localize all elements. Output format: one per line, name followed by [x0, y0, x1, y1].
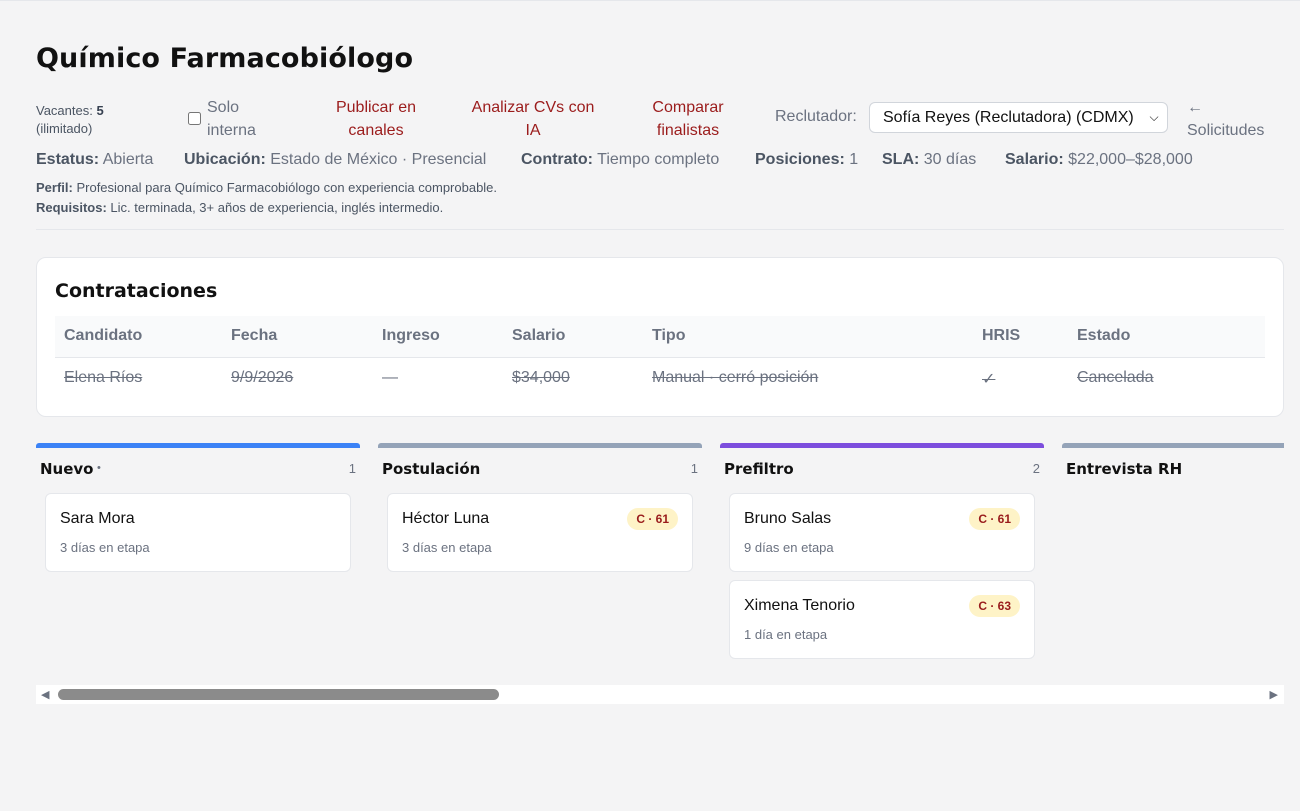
- chevron-down-icon: ⌵: [1149, 110, 1159, 124]
- scroll-left-arrow-icon[interactable]: ◀: [41, 689, 50, 701]
- kanban-column-postulacion: Postulación 1 Héctor Luna C · 61 3 días …: [378, 443, 702, 572]
- solo-interna-label: Solo interna: [207, 99, 256, 139]
- meta-estatus: Estatus: Abierta: [36, 151, 154, 168]
- column-count: 1: [690, 461, 698, 476]
- toolbar: Vacantes: 5 (ilimitado) Solo interna Publ…: [36, 96, 1284, 146]
- solo-interna-checkbox[interactable]: [188, 112, 201, 125]
- candidate-name: Sara Mora: [60, 510, 135, 527]
- page-title: Químico Farmacobiólogo: [36, 43, 414, 74]
- back-to-solicitudes-link[interactable]: ← Solicitudes: [1187, 96, 1264, 142]
- column-header: Nuevo • 1: [36, 448, 360, 488]
- contrataciones-card: Contrataciones Candidato Fecha Ingreso S…: [36, 257, 1284, 417]
- candidate-card[interactable]: Héctor Luna C · 61 3 días en etapa: [387, 493, 693, 572]
- col-header-tipo: Tipo: [652, 327, 686, 344]
- candidate-name: Ximena Tenorio: [744, 597, 855, 614]
- column-color-bar: [36, 443, 360, 448]
- reclutador-label: Reclutador:: [775, 108, 857, 125]
- candidate-days: 3 días en etapa: [60, 540, 150, 555]
- col-header-candidato: Candidato: [64, 327, 143, 344]
- score-badge: C · 63: [969, 595, 1020, 617]
- meta-sla: SLA: 30 días: [882, 151, 977, 168]
- kanban-column-entrevista-rh: Entrevista RH: [1062, 443, 1284, 488]
- candidate-name: Bruno Salas: [744, 510, 832, 527]
- column-header: Entrevista RH: [1062, 448, 1284, 488]
- candidate-name: Héctor Luna: [402, 510, 490, 527]
- kanban-horizontal-scrollbar[interactable]: ◀ ▶: [36, 685, 1284, 704]
- col-header-estado: Estado: [1077, 327, 1131, 344]
- perfil-block: Perfil: Profesional para Químico Farmaco…: [36, 178, 497, 218]
- table-row: Elena Ríos 9/9/2026 — $34,000 Manual · c…: [55, 359, 1265, 399]
- score-badge: C · 61: [969, 508, 1020, 530]
- column-color-bar: [1062, 443, 1284, 448]
- meta-salario: Salario: $22,000–$28,000: [1005, 151, 1193, 168]
- new-dot-icon: •: [97, 462, 101, 474]
- vacantes-info: Vacantes: 5 (ilimitado): [36, 102, 104, 138]
- vacantes-label: Vacantes:: [36, 103, 93, 118]
- score-badge: C · 61: [627, 508, 678, 530]
- analizar-cvs-button[interactable]: Analizar CVs con IA: [471, 99, 595, 139]
- candidate-days: 1 día en etapa: [744, 627, 828, 642]
- column-header: Postulación 1: [378, 448, 702, 488]
- col-header-salario: Salario: [512, 327, 566, 344]
- candidate-card[interactable]: Ximena Tenorio C · 63 1 día en etapa: [729, 580, 1035, 659]
- meta-ubicacion: Ubicación: Estado de México · Presencial: [184, 151, 487, 168]
- kanban-column-prefiltro: Prefiltro 2 Bruno Salas C · 61 9 días en…: [720, 443, 1044, 659]
- scrollbar-thumb[interactable]: [58, 689, 499, 700]
- meta-posiciones: Posiciones: 1: [755, 151, 859, 168]
- publicar-canales-button[interactable]: Publicar en canales: [335, 99, 417, 139]
- column-title: Entrevista RH: [1066, 460, 1183, 478]
- meta-contrato: Contrato: Tiempo completo: [521, 151, 720, 168]
- column-count: 1: [348, 461, 356, 476]
- solo-interna-toggle[interactable]: Solo interna: [188, 96, 267, 142]
- reclutador-select[interactable]: Sofía Reyes (Reclutadora) (CDMX) ⌵: [869, 102, 1168, 133]
- col-header-fecha: Fecha: [231, 327, 278, 344]
- cell-ingreso: —: [382, 369, 398, 386]
- vacantes-value: 5: [96, 103, 104, 118]
- reclutador-selected-value: Sofía Reyes (Reclutadora) (CDMX): [883, 108, 1134, 126]
- column-color-bar: [378, 443, 702, 448]
- cell-fecha: 9/9/2026: [231, 369, 294, 386]
- candidate-card[interactable]: Bruno Salas C · 61 9 días en etapa: [729, 493, 1035, 572]
- section-divider: [36, 229, 1284, 230]
- column-count: 2: [1032, 461, 1040, 476]
- contrataciones-table-header: Candidato Fecha Ingreso Salario Tipo HRI…: [55, 316, 1265, 358]
- scroll-right-arrow-icon[interactable]: ▶: [1269, 689, 1278, 701]
- cell-salario: $34,000: [512, 369, 570, 386]
- cell-candidato: Elena Ríos: [64, 369, 143, 386]
- comparar-finalistas-button[interactable]: Comparar finalistas: [652, 99, 724, 139]
- col-header-ingreso: Ingreso: [382, 327, 440, 344]
- requisitos-line: Requisitos: Lic. terminada, 3+ años de e…: [36, 200, 444, 215]
- candidate-card[interactable]: Sara Mora 3 días en etapa: [45, 493, 351, 572]
- column-title: Nuevo: [40, 460, 94, 478]
- cell-hris: ✓: [982, 371, 996, 388]
- column-color-bar: [720, 443, 1044, 448]
- candidate-days: 3 días en etapa: [402, 540, 492, 555]
- vacantes-note: (ilimitado): [36, 121, 93, 136]
- contrataciones-title: Contrataciones: [55, 280, 218, 302]
- candidate-days: 9 días en etapa: [744, 540, 834, 555]
- column-title: Prefiltro: [724, 460, 794, 478]
- column-header: Prefiltro 2: [720, 448, 1044, 488]
- perfil-line: Perfil: Profesional para Químico Farmaco…: [36, 180, 498, 195]
- column-title: Postulación: [382, 460, 481, 478]
- arrow-left-icon: ←: [1187, 99, 1203, 116]
- kanban-column-nuevo: Nuevo • 1 Sara Mora 3 días en etapa: [36, 443, 360, 572]
- cell-tipo: Manual · cerró posición: [652, 369, 819, 386]
- back-label: Solicitudes: [1187, 122, 1265, 139]
- cell-estado: Cancelada: [1077, 369, 1154, 386]
- col-header-hris: HRIS: [982, 327, 1021, 344]
